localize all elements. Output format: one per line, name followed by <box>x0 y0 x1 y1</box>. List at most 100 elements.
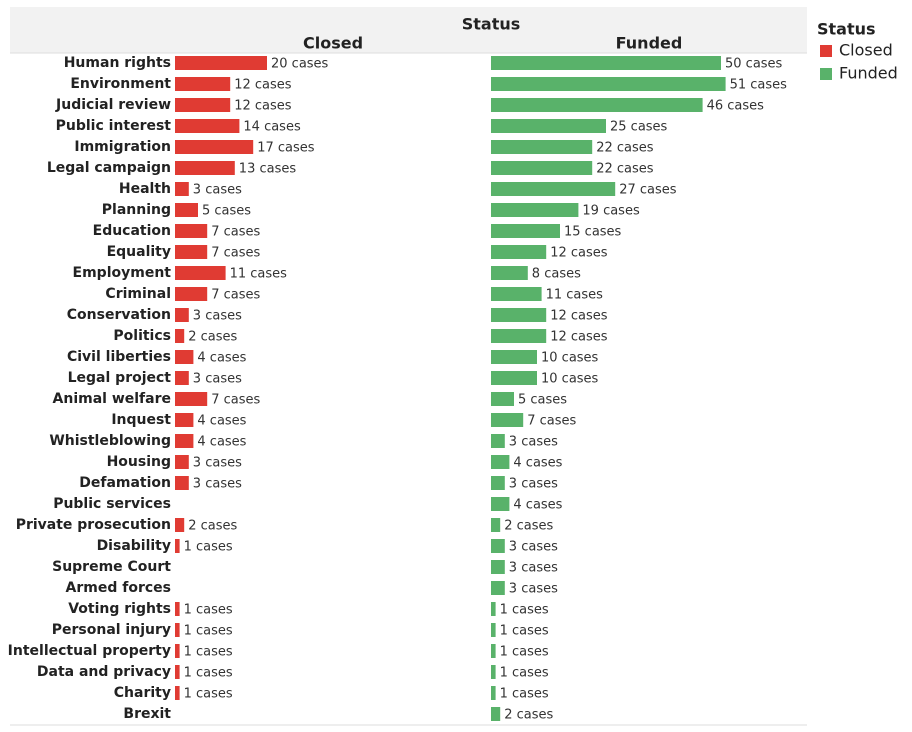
value-label: 3 cases <box>509 477 558 492</box>
value-label: 1 cases <box>500 624 549 639</box>
bar <box>491 644 496 658</box>
bar <box>175 371 189 385</box>
category-label: Private prosecution <box>16 517 171 533</box>
value-label: 4 cases <box>197 351 246 366</box>
value-label: 27 cases <box>619 183 677 198</box>
bar <box>491 119 606 133</box>
bar <box>175 98 231 112</box>
bar <box>175 56 267 70</box>
value-label: 1 cases <box>184 687 233 702</box>
category-label: Housing <box>107 454 171 470</box>
legend-title: Status <box>817 20 876 39</box>
category-label: Immigration <box>74 139 171 155</box>
bar <box>491 371 537 385</box>
category-label: Public interest <box>56 118 172 134</box>
category-label: Public services <box>53 496 171 512</box>
value-label: 11 cases <box>546 288 604 303</box>
bar <box>175 602 180 616</box>
value-label: 3 cases <box>193 477 242 492</box>
bar <box>491 623 496 637</box>
category-label: Judicial review <box>55 97 171 113</box>
value-label: 12 cases <box>550 330 608 345</box>
chart-title: Status <box>462 15 521 34</box>
category-label: Defamation <box>79 475 171 491</box>
category-label: Legal project <box>68 370 172 386</box>
value-label: 12 cases <box>550 246 608 261</box>
value-label: 8 cases <box>532 267 581 282</box>
bar <box>175 434 194 448</box>
bar <box>491 77 726 91</box>
bar <box>175 119 240 133</box>
bar <box>491 182 616 196</box>
bar <box>175 140 254 154</box>
category-label: Conservation <box>67 307 171 323</box>
value-label: 1 cases <box>500 645 549 660</box>
value-label: 1 cases <box>500 687 549 702</box>
legend-label: Funded <box>839 64 898 83</box>
category-label: Charity <box>114 685 171 701</box>
legend-swatch <box>820 45 832 57</box>
value-label: 5 cases <box>518 393 567 408</box>
bar <box>491 455 510 469</box>
category-label: Animal welfare <box>53 391 171 407</box>
category-label: Armed forces <box>66 580 171 596</box>
category-label: Education <box>93 223 171 239</box>
value-label: 4 cases <box>197 435 246 450</box>
value-label: 3 cases <box>509 561 558 576</box>
bar <box>175 308 189 322</box>
value-label: 10 cases <box>541 372 599 387</box>
value-label: 4 cases <box>513 498 562 513</box>
bar <box>175 392 208 406</box>
value-label: 2 cases <box>504 519 553 534</box>
value-label: 12 cases <box>234 78 292 93</box>
bar <box>491 539 505 553</box>
value-label: 1 cases <box>184 666 233 681</box>
value-label: 3 cases <box>509 435 558 450</box>
category-label: Environment <box>70 76 171 92</box>
bar <box>175 161 235 175</box>
value-label: 3 cases <box>193 372 242 387</box>
value-label: 19 cases <box>582 204 640 219</box>
category-label: Human rights <box>64 55 171 71</box>
bar <box>491 413 524 427</box>
bar <box>175 266 226 280</box>
bar <box>491 434 505 448</box>
value-label: 1 cases <box>184 603 233 618</box>
category-label: Data and privacy <box>37 664 171 680</box>
bar <box>175 644 180 658</box>
bar <box>175 77 231 91</box>
value-label: 3 cases <box>193 309 242 324</box>
bar <box>175 287 208 301</box>
bar <box>491 665 496 679</box>
bar <box>491 476 505 490</box>
bar <box>491 329 547 343</box>
bar <box>491 308 547 322</box>
category-label: Brexit <box>123 706 171 722</box>
bar <box>175 455 189 469</box>
bar <box>175 413 194 427</box>
bar <box>491 140 593 154</box>
category-label: Civil liberties <box>67 349 171 365</box>
value-label: 51 cases <box>730 78 788 93</box>
value-label: 1 cases <box>500 666 549 681</box>
value-label: 20 cases <box>271 57 329 72</box>
value-label: 11 cases <box>230 267 288 282</box>
bar <box>491 350 537 364</box>
bar <box>491 560 505 574</box>
bar <box>175 203 198 217</box>
bar <box>175 686 180 700</box>
bar <box>491 392 514 406</box>
value-label: 3 cases <box>509 582 558 597</box>
bar <box>175 329 185 343</box>
value-label: 50 cases <box>725 57 783 72</box>
value-label: 7 cases <box>211 288 260 303</box>
legend-label: Closed <box>839 41 893 60</box>
panel-header: Funded <box>616 34 683 53</box>
bar <box>491 287 542 301</box>
bar <box>491 581 505 595</box>
bar <box>491 602 496 616</box>
value-label: 12 cases <box>550 309 608 324</box>
value-label: 17 cases <box>257 141 315 156</box>
category-label: Politics <box>113 328 171 344</box>
value-label: 13 cases <box>239 162 297 177</box>
